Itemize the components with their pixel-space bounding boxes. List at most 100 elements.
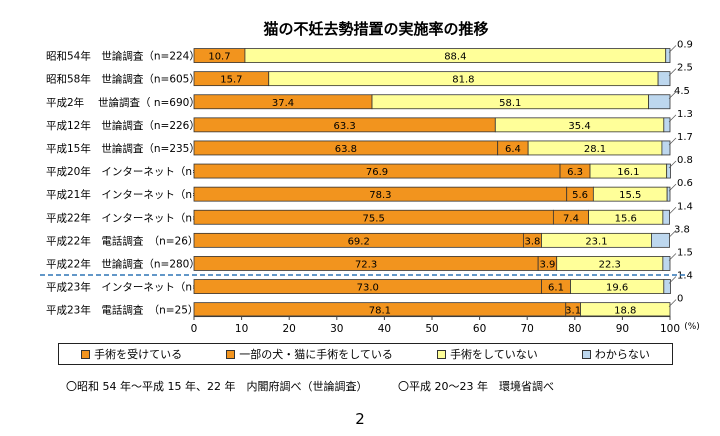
label-leader-line [668, 68, 677, 76]
bar-segment [665, 48, 671, 63]
legend-label: 手術を受けている [94, 348, 183, 361]
data-label: 16.1 [617, 167, 639, 178]
data-label: 22.3 [599, 259, 621, 270]
data-label: 3.8 [524, 236, 540, 247]
legend-item: 手術を受けている [81, 346, 182, 362]
chart-title: 猫の不妊去勢措置の実施率の推移 [263, 20, 488, 38]
category-label: 平成22年 電話調査 （n=26） [46, 234, 198, 247]
data-label: 63.8 [335, 144, 357, 155]
x-tick-label: 90 [616, 323, 629, 335]
data-label: 15.5 [619, 190, 641, 201]
data-label: 6.1 [548, 283, 564, 294]
data-label: 58.1 [499, 98, 521, 109]
label-leader-line [668, 276, 677, 284]
category-label: 平成22年 インターネット（n=282） [46, 211, 231, 224]
legend-item: 手術をしていない [437, 346, 538, 362]
data-label: 6.3 [567, 167, 583, 178]
category-label: 平成12年 世論調査（n=226） [46, 119, 200, 132]
data-label: 81.8 [452, 75, 474, 86]
legend-label: 一部の犬・猫に手術をしている [239, 348, 393, 361]
data-label: 0.6 [677, 178, 693, 189]
data-label: 28.1 [584, 144, 606, 155]
x-tick-label: 40 [378, 323, 391, 335]
data-label: 88.4 [444, 52, 466, 63]
data-label: 6.4 [505, 144, 521, 155]
x-tick-label: 30 [330, 323, 343, 335]
data-label: 1.5 [677, 247, 693, 258]
category-label: 平成2年 世論調査（ n=690） [46, 96, 200, 109]
bar-segment [663, 279, 671, 294]
data-label: 5.6 [572, 190, 588, 201]
data-label: 23.1 [585, 236, 607, 247]
label-leader-line [668, 253, 677, 261]
data-label: 1.7 [677, 132, 693, 143]
x-tick-label: 20 [283, 323, 296, 335]
legend: 手術を受けている 一部の犬・猫に手術をしている 手術をしていない わからない [58, 343, 673, 365]
label-leader-line [668, 114, 677, 123]
category-label: 平成22年 世論調査（n=280） [46, 257, 200, 270]
bar-segment [666, 163, 671, 179]
data-label: 3.8 [674, 224, 690, 235]
data-label: 73.0 [357, 283, 379, 294]
data-label: 78.3 [369, 190, 391, 201]
data-label: 78.1 [369, 306, 391, 317]
legend-swatch [437, 349, 447, 359]
data-label: 75.5 [363, 213, 385, 224]
data-label: 15.7 [220, 75, 242, 86]
data-label: 69.2 [348, 236, 370, 247]
bar-segment [648, 94, 671, 110]
x-tick-label: 0 [191, 323, 198, 335]
legend-swatch [581, 349, 591, 359]
x-tick-label: 50 [425, 323, 438, 335]
data-label: 1.4 [677, 201, 693, 212]
data-label: 0 [677, 294, 683, 305]
data-label: 7.4 [563, 213, 579, 224]
x-axis-unit: (%) [684, 322, 700, 332]
bar-segment [663, 117, 671, 133]
stacked-bar-chart: 猫の不妊去勢措置の実施率の推移 昭和54年 世論調査（n=224） 10.7 88.… [40, 20, 700, 335]
data-label: 15.6 [615, 213, 637, 224]
bar-segment [580, 302, 671, 318]
x-tick-label: 100 [660, 323, 680, 335]
category-label: 昭和58年 世論調査（n=605） [46, 73, 200, 86]
data-label: 35.4 [568, 121, 590, 132]
legend-item: 一部の犬・猫に手術をしている [226, 346, 393, 362]
x-tick-label: 70 [521, 323, 534, 335]
x-tick-label: 10 [235, 323, 248, 335]
x-tick-label: 60 [473, 323, 486, 335]
data-label: 63.3 [334, 121, 356, 132]
label-leader-line [668, 207, 677, 215]
label-leader-line [668, 299, 677, 307]
category-label: 平成15年 世論調査（n=235） [46, 142, 200, 155]
bar-segment [662, 256, 671, 271]
legend-item: わからない [581, 346, 650, 362]
category-label: 昭和54年 世論調査（n=224） [46, 50, 200, 63]
data-label: 2.5 [677, 63, 693, 74]
label-leader-line [668, 160, 677, 169]
label-leader-line [668, 91, 677, 99]
data-label: 0.9 [677, 40, 693, 51]
bar-segment [651, 232, 670, 248]
data-label: 10.7 [208, 52, 230, 63]
data-label: 37.4 [272, 98, 294, 109]
x-tick-label: 80 [568, 323, 581, 335]
data-label: 4.5 [674, 86, 690, 97]
data-label: 18.8 [614, 306, 636, 317]
bar-segment [661, 140, 671, 156]
category-label: 平成23年 電話調査 （n=25） [46, 304, 198, 317]
page-number: 2 [355, 410, 365, 428]
legend-label: 手術をしていない [450, 348, 538, 361]
data-label: 19.6 [606, 283, 628, 294]
category-label: 平成23年 インターネット（n=296） [46, 281, 231, 294]
category-label: 平成21年 インターネット（n=322） [46, 188, 231, 201]
label-leader-line [668, 137, 677, 146]
bar-segment [657, 71, 671, 87]
data-label: 76.9 [366, 167, 388, 178]
data-label: 0.8 [677, 155, 693, 166]
category-label: 平成20年 インターネット（n=255） [46, 165, 231, 178]
data-label: 3.9 [539, 259, 555, 270]
label-leader-line [668, 45, 677, 53]
label-leader-line [668, 230, 677, 238]
legend-label: わからない [594, 348, 650, 361]
data-label: 3.1 [565, 306, 581, 317]
